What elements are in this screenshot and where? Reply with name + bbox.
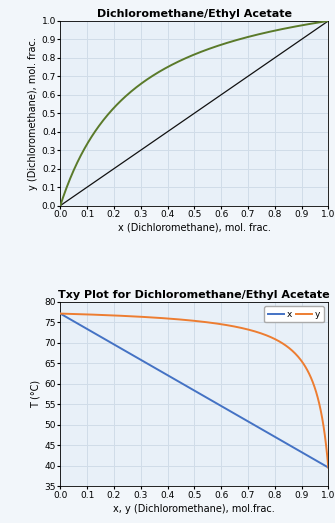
X-axis label: x, y (Dichloromethane), mol.frac.: x, y (Dichloromethane), mol.frac. <box>114 504 275 514</box>
y <box>62 311 66 317</box>
Line: y: y <box>60 314 328 468</box>
x <box>218 402 222 408</box>
x <box>222 405 226 411</box>
y <box>293 350 297 357</box>
y <box>291 348 295 354</box>
y <box>291 348 295 355</box>
x <box>58 311 62 317</box>
Y-axis label: T (°C): T (°C) <box>30 380 41 408</box>
Y-axis label: y (Dichloromethane), mol. frac.: y (Dichloromethane), mol. frac. <box>27 37 38 190</box>
x <box>59 311 63 317</box>
X-axis label: x (Dichloromethane), mol. frac.: x (Dichloromethane), mol. frac. <box>118 223 271 233</box>
y <box>316 394 320 401</box>
y <box>58 311 62 317</box>
Legend: x, y: x, y <box>264 306 324 322</box>
Title: Txy Plot for Dichloromethane/Ethyl Acetate: Txy Plot for Dichloromethane/Ethyl Aceta… <box>59 290 330 300</box>
x <box>301 450 305 456</box>
x <box>284 440 288 447</box>
y <box>320 415 324 422</box>
Title: Dichloromethane/Ethyl Acetate: Dichloromethane/Ethyl Acetate <box>97 9 292 19</box>
Line: x: x <box>60 314 328 468</box>
y <box>326 464 330 471</box>
x <box>217 402 221 408</box>
x <box>326 464 330 471</box>
